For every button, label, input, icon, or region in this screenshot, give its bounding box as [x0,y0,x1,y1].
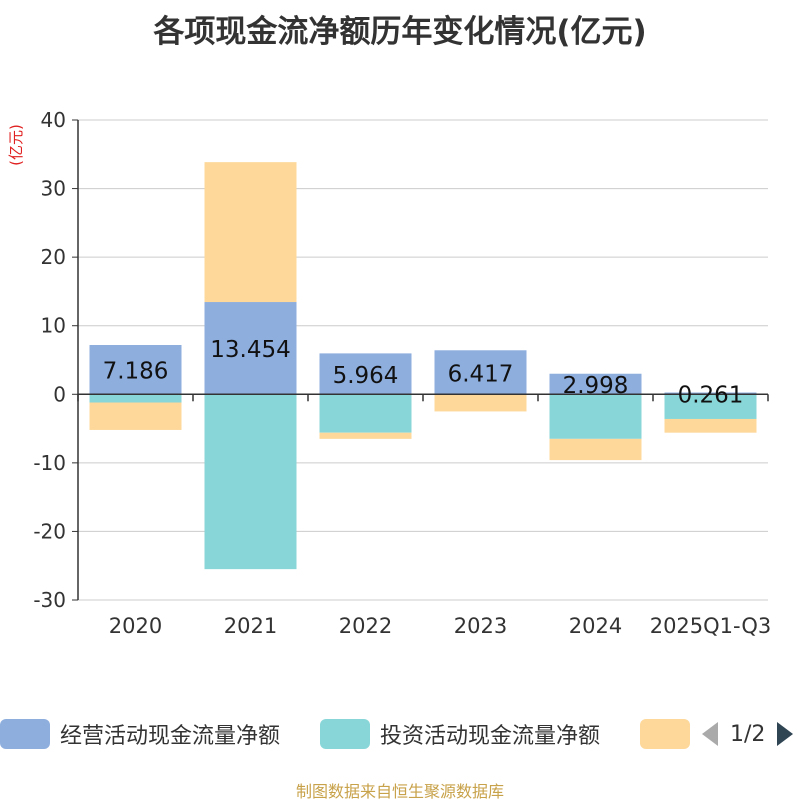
bar-series2-2025Q1-Q3 [664,418,757,433]
bar-series0-2025Q1-Q3 [664,392,757,395]
y-tick-label: -20 [33,519,66,543]
y-tick-label: 10 [41,314,66,338]
y-tick-label: -10 [33,451,66,475]
bar-series1-2024 [549,394,642,439]
legend-swatch-operating [0,719,50,749]
legend-swatch-financing [640,719,690,749]
legend-item-operating[interactable]: 经营活动现金流量净额 [0,716,280,752]
bar-series0-2021 [204,302,297,395]
x-tick-label: 2023 [454,614,507,638]
axes: 40 30 20 10 0 -10 -20 -30 2020 2021 2022 2023 2024 20… [33,108,771,638]
legend-label-operating: 经营活动现金流量净额 [60,724,281,749]
legend-item-financing[interactable] [640,716,690,752]
bar-series2-2020 [89,402,182,430]
bar-series2-2021 [204,162,297,303]
x-tick-label: 2020 [109,614,162,638]
bar-series0-2020 [89,345,182,395]
data-label: 5.964 [333,363,399,389]
bar-series2-2024 [549,438,642,461]
bar-series2-2023 [434,394,527,412]
y-tick-label: 20 [41,245,66,269]
y-tick-label: 40 [41,108,66,132]
y-tick-label: 0 [53,382,66,406]
data-label: 2.998 [563,373,629,399]
legend: 经营活动现金流量净额 投资活动现金流量净额 1/2 [0,716,800,752]
x-tick-label: 2022 [339,614,392,638]
data-label: 6.417 [448,361,514,387]
data-labels: 7.186 13.454 5.964 6.417 2.998 0.261 [103,337,744,408]
bar-series2-2022 [319,432,412,439]
data-label: 7.186 [103,359,169,385]
bar-series1-2025Q1-Q3 [664,394,757,419]
legend-prev-icon[interactable] [700,720,720,748]
legend-item-investing[interactable]: 投资活动现金流量净额 [320,716,600,752]
data-source-note: 制图数据来自恒生聚源数据库 [295,782,504,801]
bars [89,162,757,570]
legend-label-investing: 投资活动现金流量净额 [380,724,601,749]
bar-series0-2023 [434,350,527,395]
legend-page-indicator: 1/2 [730,721,766,747]
chart-area: 40 30 20 10 0 -10 -20 -30 2020 2021 2022 2023 2024 20… [7,108,771,638]
bar-series0-2024 [549,373,642,395]
bar-series0-2022 [319,353,412,395]
bar-series1-2021 [204,394,297,570]
chart-title: 各项现金流净额历年变化情况(亿元) [153,14,647,50]
x-tick-label: 2024 [569,614,622,638]
x-tick-label: 2021 [224,614,277,638]
legend-next-icon[interactable] [775,720,795,748]
grid-lines [78,119,768,601]
legend-pager: 1/2 [700,716,795,752]
x-tick-label: 2025Q1-Q3 [650,614,772,638]
y-tick-label: 30 [41,177,66,201]
data-label: 13.454 [210,337,290,363]
bar-series1-2020 [89,394,182,403]
bar-series1-2022 [319,394,412,433]
legend-swatch-investing [320,719,370,749]
y-axis-unit-label: (亿元) [7,124,25,166]
data-label: 0.261 [678,382,744,408]
y-tick-label: -30 [33,588,66,612]
